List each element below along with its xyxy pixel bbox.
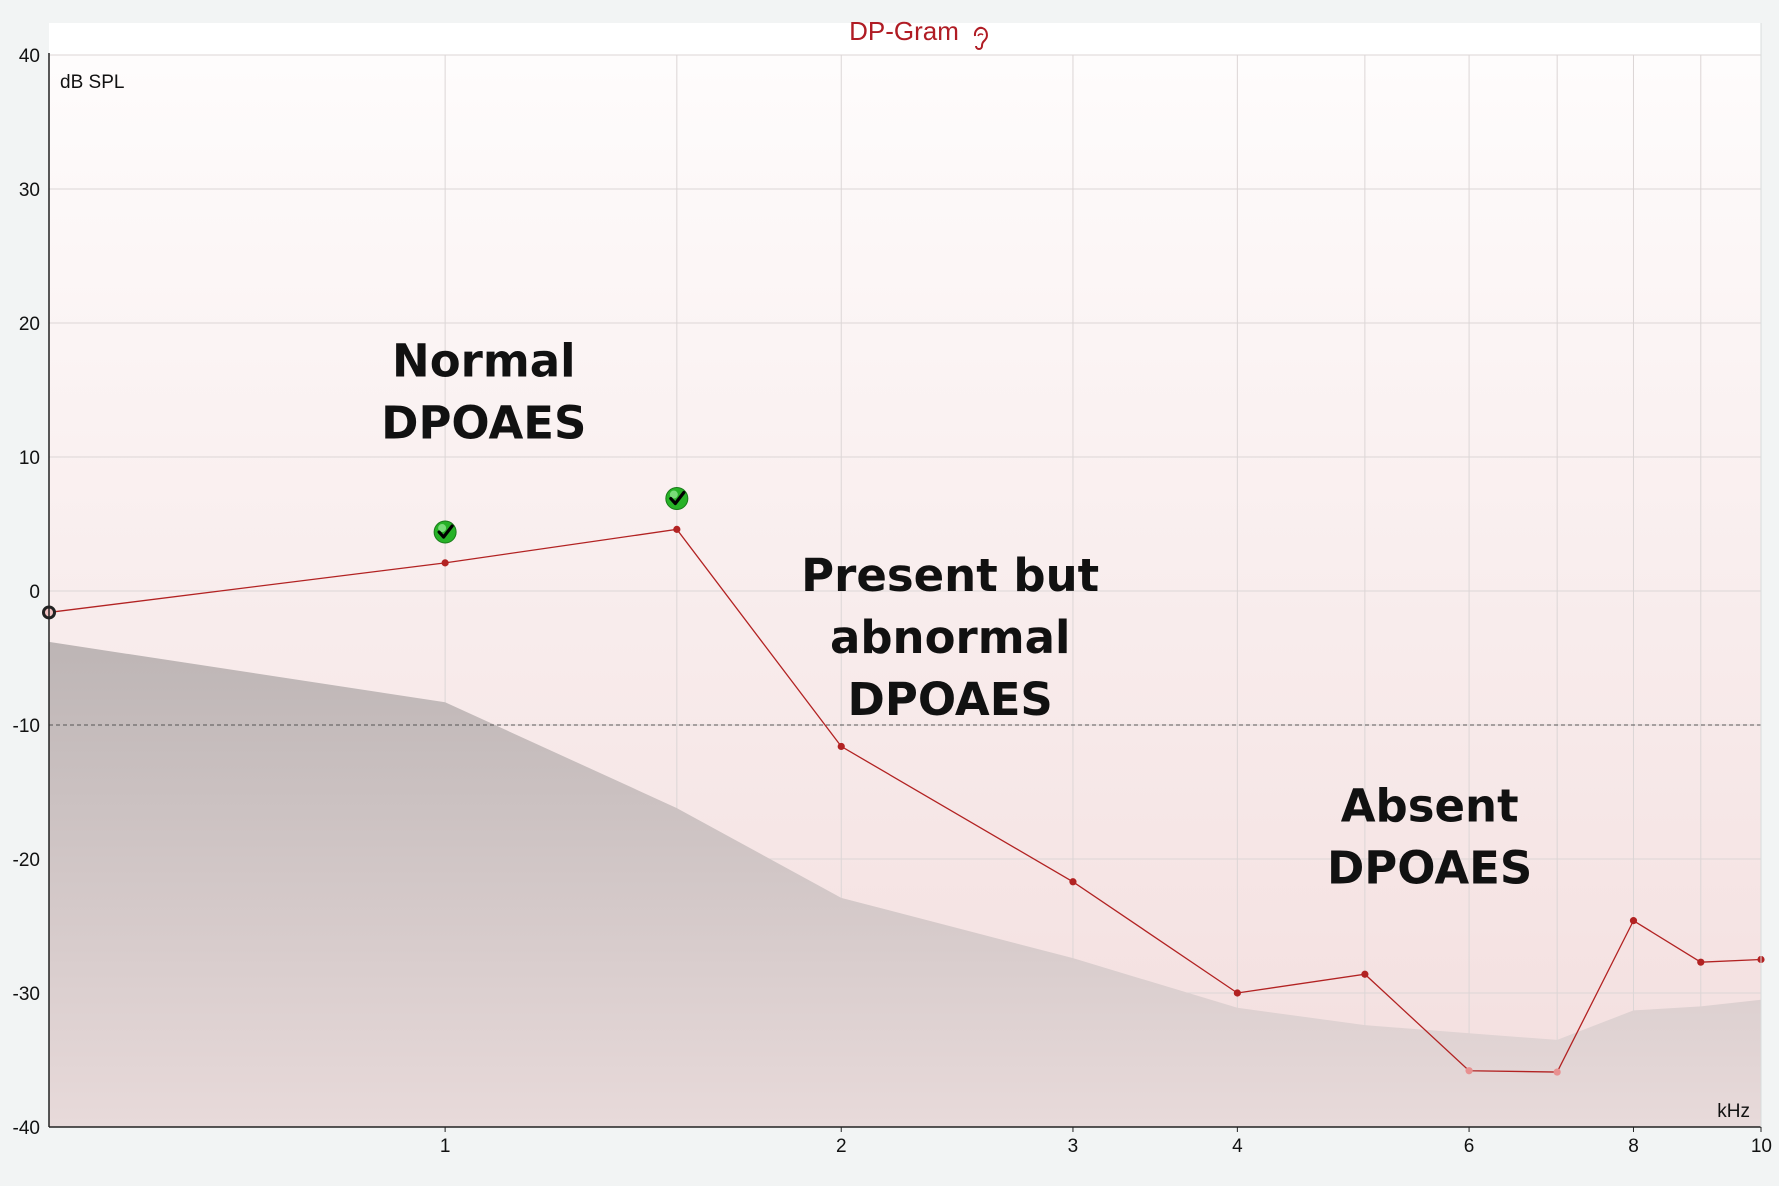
x-tick-label: 4: [1232, 1136, 1243, 1157]
annotation-text: Normal DPOAES: [381, 335, 586, 450]
annotation-line: DPOAES: [1327, 841, 1532, 894]
x-tick-label: 6: [1464, 1136, 1475, 1157]
annotation-line: Present but: [801, 549, 1099, 602]
y-tick-label: 30: [19, 180, 40, 201]
data-point: [837, 742, 845, 751]
annotation-line: DPOAES: [847, 673, 1052, 726]
data-point: [1465, 1067, 1473, 1075]
y-tick-label: -20: [13, 850, 40, 871]
x-axis-unit: kHz: [1717, 1101, 1750, 1122]
data-point: [1553, 1068, 1561, 1076]
data-point: [1069, 878, 1077, 886]
y-tick-label: 20: [19, 314, 40, 335]
data-point: [1233, 989, 1241, 997]
annotation-line: abnormal: [830, 611, 1070, 664]
check-icon-bg: [433, 520, 457, 544]
chart-title: DP-Gram: [849, 16, 959, 46]
y-tick-label: -40: [13, 1118, 40, 1139]
x-tick-label: 1: [440, 1136, 451, 1157]
data-point: [673, 525, 681, 533]
noise-floor-area: [49, 641, 1761, 1127]
y-tick-label: -30: [13, 984, 40, 1005]
check-icon-highlight: [669, 490, 678, 499]
annotation-line: Absent: [1341, 779, 1519, 832]
x-tick-label: 10: [1751, 1136, 1772, 1157]
data-point: [1629, 917, 1638, 925]
check-icon-highlight: [438, 524, 447, 533]
check-icon: [665, 487, 689, 511]
y-axis-unit: dB SPL: [60, 72, 124, 93]
series-line: [48, 528, 1762, 1073]
annotation-line: Normal: [392, 335, 575, 388]
x-tick-label: 3: [1068, 1136, 1079, 1157]
check-icon-mark: [437, 524, 454, 539]
x-tick-label: 8: [1628, 1136, 1639, 1157]
annotation-line: DPOAES: [381, 397, 586, 450]
check-icon: [433, 520, 457, 544]
check-icon-bg: [665, 487, 689, 511]
ear-icon: [973, 26, 988, 50]
check-icon-mark: [669, 490, 686, 506]
annotation-text: Absent DPOAES: [1327, 779, 1532, 894]
y-tick-label: -10: [13, 716, 40, 737]
annotation-text: Present but abnormal DPOAES: [801, 549, 1099, 726]
x-tick-label: 2: [836, 1136, 847, 1157]
data-point: [1697, 958, 1705, 966]
data-point: [441, 559, 449, 567]
y-tick-label: 10: [19, 448, 40, 469]
y-tick-label: 0: [29, 582, 40, 603]
data-point: [1361, 970, 1369, 978]
y-tick-label: 40: [19, 46, 40, 67]
